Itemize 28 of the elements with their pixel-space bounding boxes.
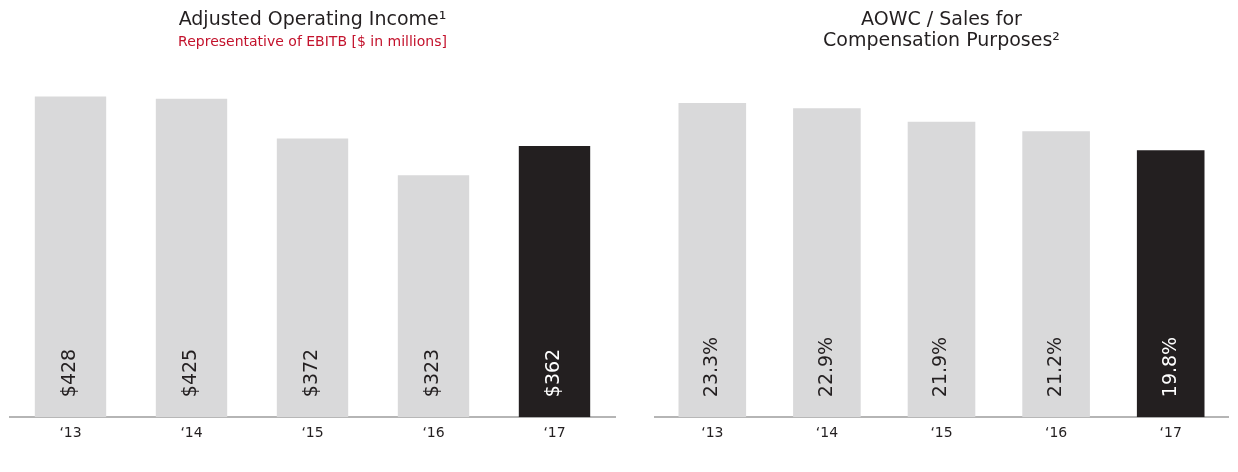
x-tick-label: ‘16 <box>1044 424 1068 441</box>
chart-title: Adjusted Operating Income¹ <box>177 7 448 29</box>
data-label: $428 <box>57 348 80 398</box>
x-tick-label: ‘16 <box>422 424 445 441</box>
x-tick-label: ‘17 <box>1159 424 1182 441</box>
x-tick-label: ‘15 <box>301 424 324 441</box>
chart-title: AOWC / Sales for Compensation Purposes² <box>822 7 1061 50</box>
data-label: $362 <box>541 348 564 398</box>
x-tick-label: ‘13 <box>59 424 82 441</box>
data-label: $323 <box>420 348 443 398</box>
x-tick-label: ‘14 <box>180 424 203 441</box>
bar <box>155 98 228 418</box>
bar <box>397 175 470 418</box>
data-label: $372 <box>299 348 322 398</box>
data-label: 22.9% <box>813 336 836 398</box>
data-label: $425 <box>178 348 201 398</box>
data-label: 21.2% <box>1043 336 1066 398</box>
chart-subtitle: Representative of EBITB [$ in millions] <box>177 33 448 49</box>
x-tick-label: ‘17 <box>543 424 566 441</box>
x-tick-label: ‘13 <box>701 424 724 441</box>
x-tick-label: ‘15 <box>930 424 953 441</box>
bar <box>276 138 349 418</box>
data-label: 19.8% <box>1157 336 1180 398</box>
data-label: 23.3% <box>699 336 722 398</box>
bar <box>518 145 591 418</box>
data-label: 21.9% <box>928 336 951 398</box>
x-tick-label: ‘14 <box>815 424 839 441</box>
bar <box>34 96 107 418</box>
